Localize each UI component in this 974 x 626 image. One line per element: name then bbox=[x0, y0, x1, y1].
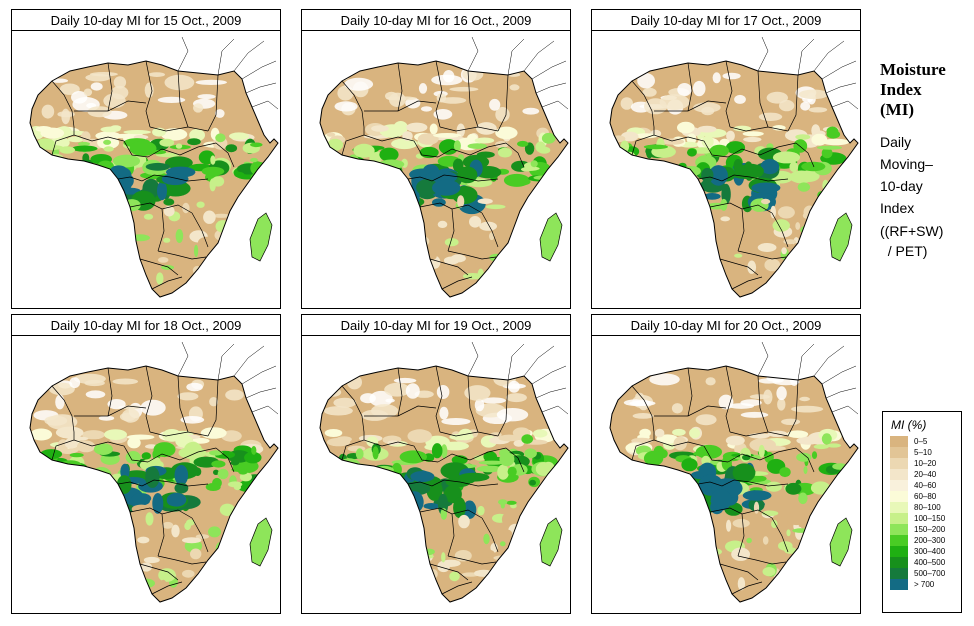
legend-swatch bbox=[890, 502, 908, 513]
legend-swatch bbox=[890, 535, 908, 546]
legend-item: 300–400 bbox=[890, 546, 960, 557]
sidebar-formula-line: / PET) bbox=[880, 243, 928, 259]
madagascar bbox=[539, 212, 563, 262]
legend-item: 40–60 bbox=[890, 480, 960, 491]
legend-swatch bbox=[890, 546, 908, 557]
country-borders bbox=[341, 341, 569, 595]
legend-swatch bbox=[890, 579, 908, 590]
sidebar-description-line: Daily bbox=[880, 134, 912, 150]
map-panel: Daily 10-day MI for 16 Oct., 2009 bbox=[301, 9, 571, 309]
madagascar bbox=[249, 517, 273, 567]
coastline bbox=[29, 60, 279, 298]
panel-title: Daily 10-day MI for 18 Oct., 2009 bbox=[11, 314, 281, 336]
coastline bbox=[609, 365, 859, 603]
legend-item: > 700 bbox=[890, 579, 960, 590]
legend-label: > 700 bbox=[914, 580, 935, 589]
map-panel: Daily 10-day MI for 20 Oct., 2009 bbox=[591, 314, 861, 614]
legend-item: 200–300 bbox=[890, 535, 960, 546]
legend-swatch bbox=[890, 524, 908, 535]
legend-item: 100–150 bbox=[890, 513, 960, 524]
panel-title: Daily 10-day MI for 19 Oct., 2009 bbox=[301, 314, 571, 336]
map-panel: Daily 10-day MI for 18 Oct., 2009 bbox=[11, 314, 281, 614]
legend-swatch bbox=[890, 513, 908, 524]
panel-title: Daily 10-day MI for 20 Oct., 2009 bbox=[591, 314, 861, 336]
sidebar-formula: ((RF+SW) / PET) bbox=[880, 221, 972, 261]
legend-item: 60–80 bbox=[890, 491, 960, 502]
sidebar-title-line: Moisture bbox=[880, 60, 946, 79]
legend-label: 5–10 bbox=[914, 448, 932, 457]
legend-label: 60–80 bbox=[914, 492, 937, 501]
map-svg bbox=[319, 341, 569, 603]
legend: MI (%) 0–5 5–10 10–20 20–40 40–60 60–80 80–100… bbox=[882, 411, 962, 613]
legend-label: 20–40 bbox=[914, 470, 937, 479]
legend-label: 80–100 bbox=[914, 503, 941, 512]
coastline bbox=[319, 365, 569, 603]
madagascar bbox=[249, 212, 273, 262]
africa-moisture-map bbox=[301, 336, 571, 614]
legend-label: 300–400 bbox=[914, 547, 946, 556]
legend-label: 500–700 bbox=[914, 569, 946, 578]
panel-title: Daily 10-day MI for 17 Oct., 2009 bbox=[591, 9, 861, 31]
sidebar-title-line: Index bbox=[880, 80, 922, 99]
sidebar-description-line: Index bbox=[880, 200, 915, 216]
legend-item: 400–500 bbox=[890, 557, 960, 568]
legend-item: 0–5 bbox=[890, 436, 960, 447]
africa-moisture-map bbox=[11, 336, 281, 614]
sidebar-description-line: Moving– bbox=[880, 156, 933, 172]
panel-title: Daily 10-day MI for 15 Oct., 2009 bbox=[11, 9, 281, 31]
legend-label: 10–20 bbox=[914, 459, 937, 468]
legend-label: 100–150 bbox=[914, 514, 946, 523]
map-svg bbox=[29, 36, 279, 298]
legend-item: 80–100 bbox=[890, 502, 960, 513]
map-svg bbox=[29, 341, 279, 603]
legend-label: 400–500 bbox=[914, 558, 946, 567]
africa-moisture-map bbox=[301, 31, 571, 309]
legend-label: 0–5 bbox=[914, 437, 928, 446]
legend-swatch bbox=[890, 491, 908, 502]
legend-item: 20–40 bbox=[890, 469, 960, 480]
coastline bbox=[319, 60, 569, 298]
africa-moisture-map bbox=[11, 31, 281, 309]
legend-swatch bbox=[890, 447, 908, 458]
country-borders bbox=[51, 36, 279, 290]
legend-swatch bbox=[890, 480, 908, 491]
legend-item: 10–20 bbox=[890, 458, 960, 469]
country-borders bbox=[341, 36, 569, 290]
sidebar-formula-line: ((RF+SW) bbox=[880, 223, 944, 239]
legend-swatch bbox=[890, 568, 908, 579]
legend-swatch bbox=[890, 436, 908, 447]
legend-items: 0–5 5–10 10–20 20–40 40–60 60–80 80–100 100–150… bbox=[890, 436, 960, 590]
map-svg bbox=[609, 36, 859, 298]
madagascar bbox=[829, 517, 853, 567]
legend-label: 150–200 bbox=[914, 525, 946, 534]
map-svg bbox=[319, 36, 569, 298]
legend-swatch bbox=[890, 557, 908, 568]
madagascar bbox=[829, 212, 853, 262]
sidebar-description: Daily Moving– 10-day Index bbox=[880, 131, 972, 219]
country-borders bbox=[631, 341, 859, 595]
madagascar bbox=[539, 517, 563, 567]
map-panel: Daily 10-day MI for 15 Oct., 2009 bbox=[11, 9, 281, 309]
legend-swatch bbox=[890, 469, 908, 480]
sidebar-title-line: (MI) bbox=[880, 100, 914, 119]
legend-item: 5–10 bbox=[890, 447, 960, 458]
legend-label: 40–60 bbox=[914, 481, 937, 490]
map-svg bbox=[609, 341, 859, 603]
map-panel: Daily 10-day MI for 17 Oct., 2009 bbox=[591, 9, 861, 309]
panel-title: Daily 10-day MI for 16 Oct., 2009 bbox=[301, 9, 571, 31]
africa-moisture-map bbox=[591, 336, 861, 614]
sidebar-description-line: 10-day bbox=[880, 178, 923, 194]
legend-swatch bbox=[890, 458, 908, 469]
sidebar-title: Moisture Index (MI) bbox=[880, 60, 970, 120]
legend-item: 150–200 bbox=[890, 524, 960, 535]
country-borders bbox=[51, 341, 279, 595]
legend-item: 500–700 bbox=[890, 568, 960, 579]
coastline bbox=[29, 365, 279, 603]
legend-label: 200–300 bbox=[914, 536, 946, 545]
coastline bbox=[609, 60, 859, 298]
africa-moisture-map bbox=[591, 31, 861, 309]
legend-title: MI (%) bbox=[891, 418, 927, 432]
map-panel: Daily 10-day MI for 19 Oct., 2009 bbox=[301, 314, 571, 614]
country-borders bbox=[631, 36, 859, 290]
